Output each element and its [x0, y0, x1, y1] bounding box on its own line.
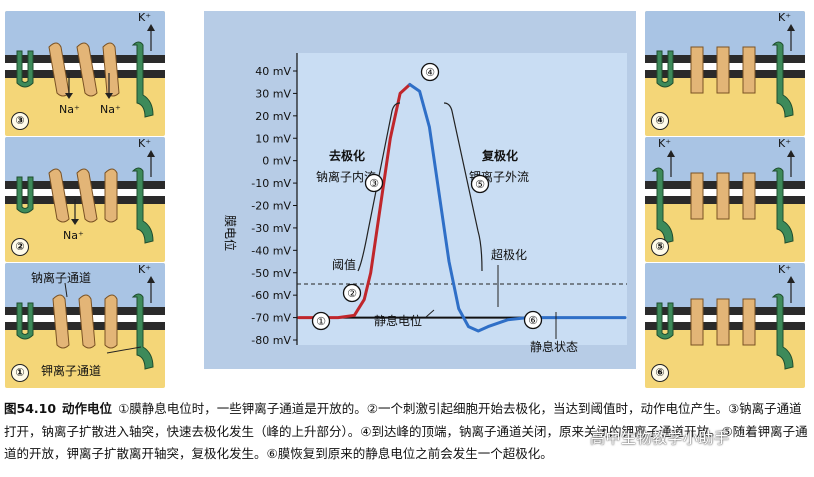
- step-marker-label: ③: [369, 177, 379, 190]
- membrane-diagram: [645, 137, 805, 244]
- y-tick-label: -70 mV: [251, 312, 291, 325]
- y-tick-label: -80 mV: [251, 334, 291, 347]
- na-label: Na⁺: [100, 103, 121, 116]
- repolarization-label: 复极化: [481, 148, 518, 163]
- panel-number: ⑥: [651, 364, 669, 382]
- membrane-diagram: [645, 263, 805, 370]
- k-label: K⁺: [138, 137, 152, 150]
- panel-number: ⑤: [651, 238, 669, 256]
- y-tick-label: 0 mV: [262, 155, 291, 168]
- figure-caption: 图54.10 动作电位 ①膜静息电位时，一些钾离子通道是开放的。②一个刺激引起细胞开…: [4, 398, 810, 466]
- step-marker: [364, 173, 384, 193]
- k-label: K⁺: [778, 137, 792, 150]
- k-label: K⁺: [658, 137, 672, 150]
- action-potential-chart: 40 mV 30 mV 20 mV 10 mV 0 mV -10 mV -20 mV -30 …: [223, 53, 627, 354]
- y-tick-label: -50 mV: [251, 267, 291, 280]
- y-axis-label: 膜电位: [223, 215, 238, 251]
- action-potential-figure: 40 mV 30 mV 20 mV 10 mV 0 mV -10 mV -20 mV -30 …: [204, 11, 636, 369]
- membrane-diagram: [5, 263, 165, 370]
- series-line: [408, 83, 627, 333]
- na-channel-label: 钠离子通道: [31, 271, 92, 285]
- panel-number: ③: [11, 112, 29, 130]
- y-tick-label: -20 mV: [251, 200, 291, 213]
- na-label: Na⁺: [59, 103, 80, 116]
- k-label: K⁺: [138, 263, 152, 276]
- panel-number: ②: [11, 238, 29, 256]
- panel-right-4: K⁺ ④: [645, 11, 805, 136]
- step-marker: [523, 310, 543, 330]
- resting-state-label: 静息状态: [530, 339, 578, 354]
- y-tick-label: -30 mV: [251, 222, 291, 235]
- y-tick-label: -10 mV: [251, 177, 291, 190]
- panel-right-5: K⁺ K⁺ ⑤: [645, 137, 805, 262]
- na-label: Na⁺: [63, 229, 84, 242]
- step-marker: [342, 283, 362, 303]
- na-influx-label: 钠离子内流: [316, 169, 376, 184]
- resting-potential-label: 静息电位: [374, 313, 422, 328]
- step-marker-label: ①: [316, 315, 326, 328]
- membrane-diagram: [5, 11, 165, 118]
- panel-right-6: K⁺ ⑥: [645, 263, 805, 388]
- y-tick-label: 10 mV: [255, 132, 291, 145]
- panel-left-3: Na⁺ Na⁺ K⁺ ③: [5, 11, 165, 136]
- panel-left-2: Na⁺ K⁺ ②: [5, 137, 165, 262]
- watermark-text: 高中生物教学小助手: [590, 429, 730, 447]
- caption-text: ①膜静息电位时，一些钾离子通道是开放的。②一个刺激引起细胞开始去极化，当达到阈值…: [4, 401, 808, 461]
- y-tick-label: -60 mV: [251, 289, 291, 302]
- step-marker-label: ⑥: [528, 314, 538, 327]
- step-marker-label: ⑤: [475, 178, 485, 191]
- y-tick-label: -40 mV: [251, 244, 291, 257]
- step-marker: [311, 311, 331, 331]
- threshold-label: 阈值: [332, 257, 356, 272]
- k-channel-label: 钾离子通道: [41, 364, 102, 378]
- y-tick-label: 20 mV: [255, 110, 291, 123]
- y-tick-label: 40 mV: [255, 65, 291, 78]
- panel-left-1: 钠离子通道 钾离子通道 K⁺ ①: [5, 263, 165, 388]
- membrane-diagram: [5, 137, 165, 244]
- repolarization-brace: [443, 102, 483, 272]
- step-marker: [470, 174, 490, 194]
- depolarization-brace: [357, 102, 401, 272]
- step-marker-label: ②: [347, 287, 357, 300]
- depolarization-label: 去极化: [329, 148, 365, 163]
- k-label: K⁺: [138, 11, 152, 24]
- series-line: [297, 83, 412, 320]
- panel-number: ①: [11, 364, 29, 382]
- hyperpolarization-label: 超极化: [491, 247, 527, 262]
- k-label: K⁺: [778, 263, 792, 276]
- pointer-line: [425, 309, 435, 318]
- step-marker-label: ④: [425, 66, 435, 79]
- figure-number: 图54.10: [4, 401, 57, 416]
- figure-title: 动作电位: [62, 401, 113, 416]
- panel-number: ④: [651, 112, 669, 130]
- step-marker: [420, 62, 440, 82]
- membrane-diagram: [645, 11, 805, 118]
- k-label: K⁺: [778, 11, 792, 24]
- y-tick-label: 30 mV: [255, 87, 291, 100]
